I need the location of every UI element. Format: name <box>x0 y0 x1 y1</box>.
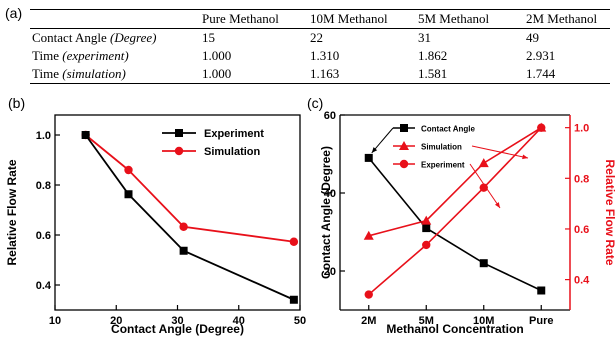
legend-label-c: Experiment <box>421 161 465 170</box>
table-cell: 31 <box>418 30 431 45</box>
data-point-experiment <box>289 295 298 304</box>
row-label-text: Contact Angle <box>32 30 107 45</box>
table-cell: 2.931 <box>526 48 556 63</box>
table-cell: 49 <box>526 30 539 45</box>
annotation-arrow-contact-angle-head <box>371 147 378 153</box>
table-cell: 1.000 <box>202 66 232 81</box>
series-line-c-experiment <box>368 127 542 296</box>
x-tick-label-b: 30 <box>171 315 183 327</box>
x-tick-label-c: 5M <box>419 315 434 327</box>
table-cell: 1.163 <box>310 66 340 81</box>
table-row: Contact Angle (Degree) 15 22 31 49 <box>30 29 610 48</box>
data-point-c-experiment <box>422 240 431 250</box>
x-tick-label-c: 2M <box>361 315 376 327</box>
x-axis-label-b: Contact Angle (Degree) <box>111 322 244 336</box>
series-line-experiment <box>84 134 295 301</box>
row-label-text: Time <box>32 48 59 63</box>
x-tick-label-b: 20 <box>110 315 122 327</box>
y-tick-label-b: 0.8 <box>36 180 51 192</box>
table-header-row: Pure Methanol 10M Methanol 5M Methanol 2… <box>30 9 610 29</box>
data-point-simulation <box>124 165 133 175</box>
data-point-c-experiment <box>364 290 373 299</box>
legend-marker-c <box>399 141 409 150</box>
table-cell: 15 <box>202 30 215 45</box>
row-label-text: Time <box>32 66 59 81</box>
data-point-experiment <box>179 246 188 255</box>
table-row-label: Time (simulation) <box>30 65 200 84</box>
data-point-experiment <box>81 131 90 139</box>
table-cell: 1.000 <box>202 48 232 63</box>
legend-label-c: Simulation <box>421 143 462 152</box>
series-line-c-simulation <box>368 126 542 237</box>
annotation-arrow-experiment <box>469 163 501 209</box>
table-row-label: Time (experiment) <box>30 47 200 65</box>
data-point-c-contact-angle <box>479 259 488 268</box>
y-tick-label-right-c: 0.4 <box>574 275 590 287</box>
legend-marker-b <box>174 146 184 156</box>
x-tick-label-b: 10 <box>49 315 61 327</box>
data-point-c-simulation <box>478 158 489 168</box>
annotation-arrow-experiment-head <box>494 202 500 208</box>
row-label-qualifier: (experiment) <box>62 48 129 63</box>
data-table: Pure Methanol 10M Methanol 5M Methanol 2… <box>30 9 610 84</box>
data-point-simulation <box>289 237 299 246</box>
series-line-c-contact-angle <box>368 157 542 292</box>
table-row: Time (experiment) 1.000 1.310 1.862 2.93… <box>30 47 610 65</box>
y-axis-label-left-c: Contact Angle (Degree) <box>319 146 333 279</box>
x-axis-label-c: Methanol Concentration <box>386 322 523 336</box>
table-cell: 1.581 <box>418 66 448 81</box>
series-line-simulation <box>85 134 294 243</box>
table-header-cell: 5M Methanol <box>418 11 490 26</box>
x-tick-label-c: Pure <box>529 315 553 327</box>
y-tick-label-b: 0.4 <box>36 280 52 292</box>
data-point-c-contact-angle <box>537 286 546 295</box>
row-label-qualifier: (Degree) <box>110 30 157 45</box>
table-header-cell: 10M Methanol <box>310 11 388 26</box>
data-point-c-contact-angle <box>422 224 431 233</box>
table-header-cell: 2M Methanol <box>526 11 598 26</box>
x-tick-label-b: 40 <box>233 315 245 327</box>
panel-label-c: (c) <box>307 95 323 111</box>
y-tick-label-b: 1.0 <box>36 130 51 142</box>
table-cell: 1.310 <box>310 48 340 63</box>
row-label-qualifier: (simulation) <box>62 66 126 81</box>
legend-marker-c <box>399 159 409 169</box>
data-point-c-simulation <box>363 230 374 240</box>
data-point-c-experiment <box>537 123 546 132</box>
legend-label-b: Simulation <box>204 146 261 158</box>
y-tick-label-left-c: 40 <box>324 188 336 200</box>
table-cell: 1.744 <box>526 66 556 81</box>
legend-marker-c <box>400 124 408 132</box>
table-header-cell: Pure Methanol <box>202 11 279 26</box>
y-tick-label-left-c: 20 <box>324 266 336 278</box>
y-tick-label-right-c: 0.6 <box>574 224 589 236</box>
table-cell: 22 <box>310 30 323 45</box>
y-tick-label-right-c: 0.8 <box>574 173 589 185</box>
panel-label-b: (b) <box>8 95 25 111</box>
data-point-experiment <box>124 190 133 199</box>
data-point-simulation <box>179 222 188 231</box>
data-point-c-simulation <box>421 215 432 225</box>
y-tick-label-b: 0.6 <box>36 230 51 242</box>
y-tick-label-right-c: 1.0 <box>574 123 589 135</box>
annotation-arrow-simulation <box>471 145 529 159</box>
y-axis-label-b: Relative Flow Rate <box>5 159 19 265</box>
table-row-label: Contact Angle (Degree) <box>30 29 200 48</box>
x-tick-label-b: 50 <box>294 315 306 327</box>
x-tick-label-c: 10M <box>473 315 494 327</box>
legend-label-c: Contact Angle <box>421 125 475 134</box>
data-point-c-experiment <box>479 183 488 192</box>
table-row: Time (simulation) 1.000 1.163 1.581 1.74… <box>30 65 610 84</box>
data-point-c-contact-angle <box>364 153 373 162</box>
panel-label-a: (a) <box>5 5 23 21</box>
annotation-arrow-simulation-head <box>522 154 528 160</box>
table-cell: 1.862 <box>418 48 448 63</box>
y-axis-label-right-c: Relative Flow Rate <box>603 159 616 265</box>
y-tick-label-left-c: 60 <box>324 110 336 122</box>
legend-label-b: Experiment <box>204 128 264 140</box>
legend-marker-b <box>175 129 183 137</box>
